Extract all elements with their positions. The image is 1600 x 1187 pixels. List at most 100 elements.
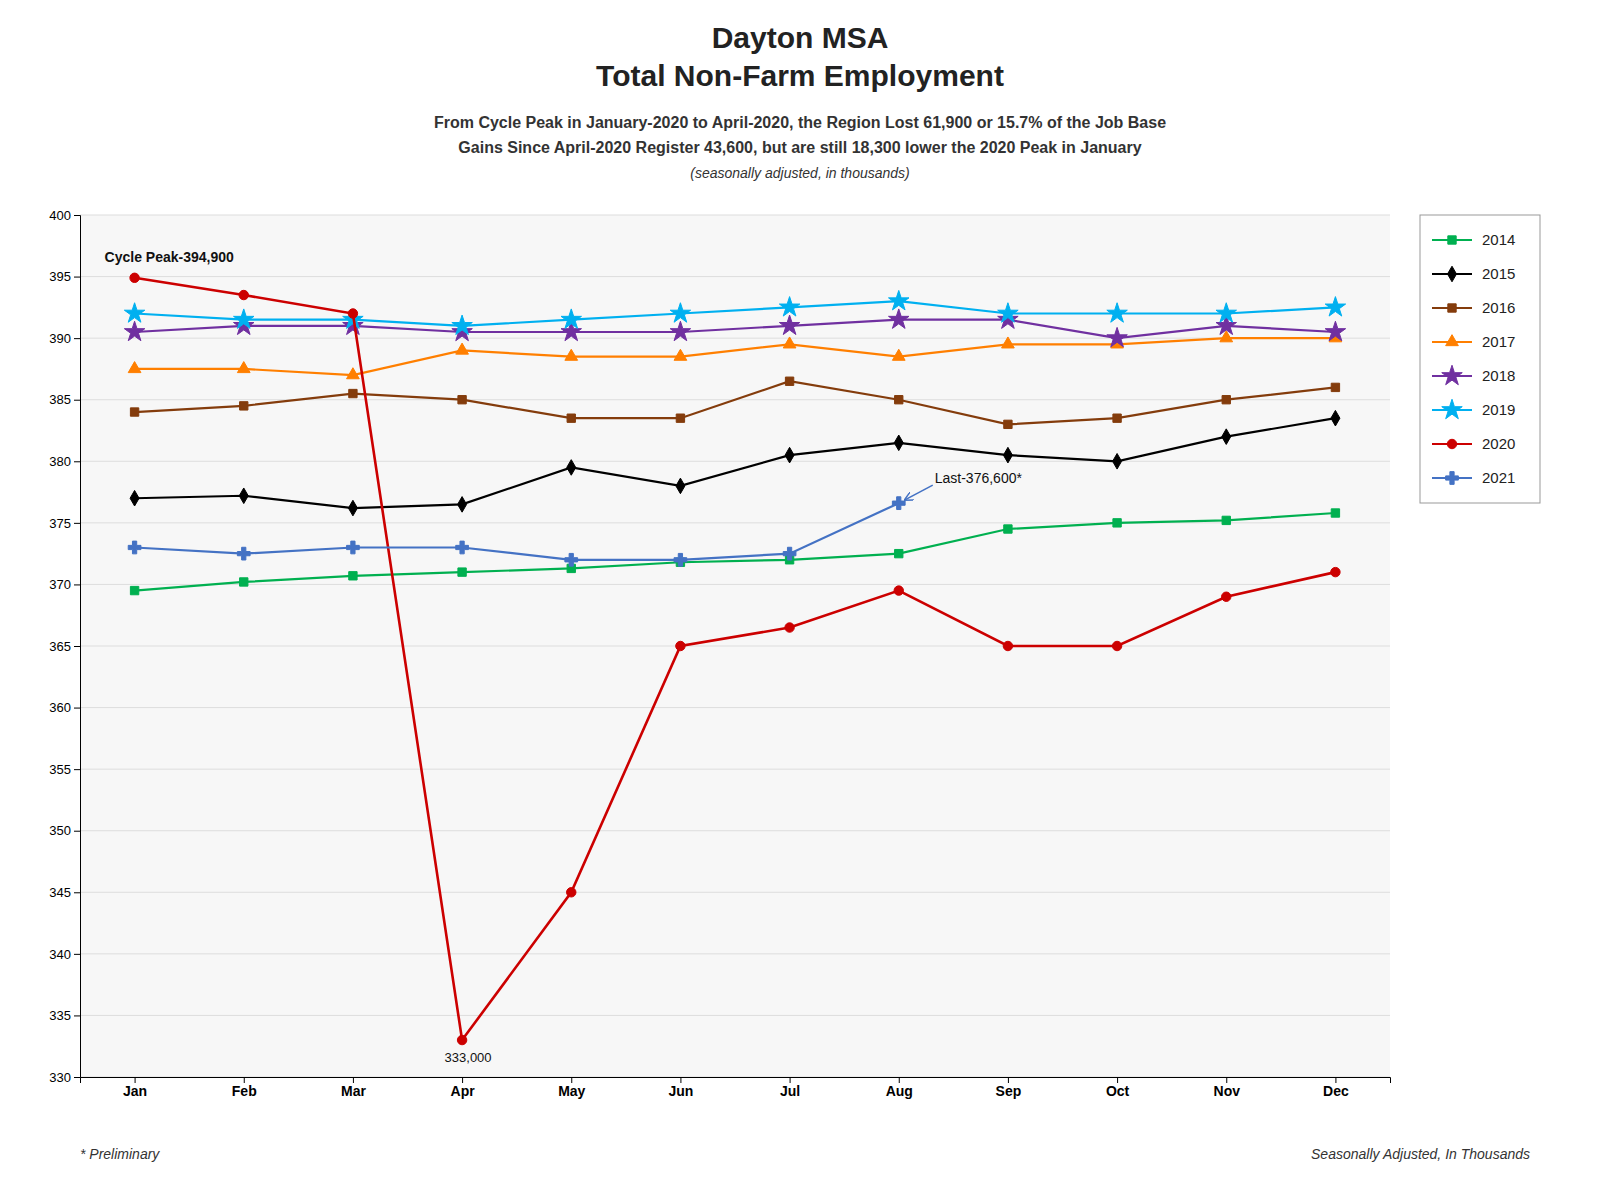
legend-item: 2021: [1432, 469, 1515, 486]
series-marker: [1107, 327, 1127, 346]
series-marker: [785, 447, 794, 463]
x-tick-label: Aug: [886, 1083, 913, 1099]
series-marker: [1331, 567, 1340, 576]
legend-symbol: [1446, 472, 1459, 485]
x-tick: Sep: [996, 1077, 1022, 1099]
series-marker: [1222, 396, 1230, 404]
x-tick-label: Oct: [1106, 1083, 1130, 1099]
legend-label: 2021: [1482, 469, 1515, 486]
plot-area: JanFebMarAprMayJunJulAugSepOctNovDec3303…: [49, 208, 1390, 1099]
y-tick-mark: [74, 338, 80, 339]
series-marker: [779, 315, 799, 334]
annotation: 333,000: [445, 1050, 492, 1065]
series-marker: [1107, 303, 1127, 322]
series-marker: [130, 408, 138, 416]
y-tick-mark: [74, 277, 80, 278]
y-tick: 375: [49, 516, 80, 531]
series-marker: [1003, 447, 1012, 463]
x-tick-label: Dec: [1323, 1083, 1349, 1099]
legend-symbol: [1442, 399, 1462, 418]
x-tick: Oct: [1106, 1077, 1130, 1099]
grid-line: [80, 707, 1390, 708]
series-marker: [567, 414, 575, 422]
legend-symbol: [1446, 335, 1459, 346]
x-axis: JanFebMarAprMayJunJulAugSepOctNovDec: [81, 1077, 1391, 1099]
series-marker: [565, 349, 578, 360]
series-marker: [676, 478, 685, 494]
series-marker: [892, 349, 905, 360]
y-tick-label: 395: [49, 269, 71, 284]
y-tick-mark: [74, 1015, 80, 1016]
subtitle: Gains Since April-2020 Register 43,600, …: [458, 139, 1141, 156]
series-marker: [348, 500, 357, 516]
y-tick-mark: [74, 1077, 80, 1078]
series-marker: [889, 290, 909, 309]
series-marker: [892, 497, 905, 510]
x-tick: Nov: [1214, 1077, 1241, 1099]
grid-line: [80, 522, 1390, 523]
grid-line: [80, 953, 1390, 954]
legend: 20142015201620172018201920202021: [1420, 215, 1540, 503]
series-marker: [1216, 303, 1236, 322]
x-tick: Dec: [1323, 1077, 1349, 1099]
y-tick-label: 385: [49, 392, 71, 407]
legend-box: [1420, 215, 1540, 503]
series-marker: [130, 273, 139, 282]
series-marker: [1222, 516, 1230, 524]
annotation-arrow: [905, 485, 933, 500]
grid-line: [80, 276, 1390, 277]
y-tick: 400: [49, 208, 80, 223]
y-tick: 355: [49, 762, 80, 777]
series-marker: [783, 337, 796, 348]
y-tick: 365: [49, 639, 80, 654]
series-marker: [456, 343, 469, 354]
title: Total Non-Farm Employment: [596, 59, 1004, 92]
series-marker: [567, 460, 576, 476]
x-tick: Aug: [886, 1077, 913, 1099]
series-marker: [456, 541, 469, 554]
grid-line: [80, 338, 1390, 339]
y-axis: 3303353403453503553603653703753803853903…: [49, 208, 80, 1085]
y-tick: 390: [49, 331, 80, 346]
series: [130, 509, 1339, 595]
series-marker: [128, 541, 141, 554]
series-marker: [130, 586, 138, 594]
x-tick-label: Mar: [341, 1083, 366, 1099]
x-tick-label: Feb: [232, 1083, 257, 1099]
series-marker: [349, 572, 357, 580]
y-tick-label: 365: [49, 639, 71, 654]
series-marker: [347, 541, 360, 554]
legend-item: 2020: [1432, 435, 1515, 452]
series-marker: [1331, 383, 1339, 391]
grid-line: [80, 892, 1390, 893]
series-marker: [130, 490, 139, 506]
grid: [80, 215, 1390, 1077]
x-tick-label: Jul: [780, 1083, 800, 1099]
y-tick: 340: [49, 947, 80, 962]
series: [124, 290, 1345, 334]
series-marker: [1325, 321, 1345, 340]
series-line: [135, 513, 1336, 591]
annotations: Cycle Peak-394,900333,000Last-376,600*: [105, 249, 1023, 1065]
series-line: [135, 320, 1336, 338]
grid-line: [80, 215, 1390, 216]
x-tick: Mar: [341, 1077, 366, 1099]
y-tick-label: 390: [49, 331, 71, 346]
x-tick-label: Nov: [1214, 1083, 1241, 1099]
data-layer: [124, 273, 1345, 1045]
series-marker: [567, 888, 576, 897]
y-tick-label: 375: [49, 516, 71, 531]
series: [128, 497, 905, 566]
x-tick: Jul: [780, 1077, 800, 1099]
annotation: Cycle Peak-394,900: [105, 249, 234, 265]
legend-symbol: [1442, 365, 1462, 384]
series: [130, 377, 1339, 428]
series-marker: [779, 297, 799, 316]
series-marker: [895, 396, 903, 404]
y-tick-label: 400: [49, 208, 71, 223]
series-marker: [670, 321, 690, 340]
series-marker: [1222, 592, 1231, 601]
series-line: [135, 301, 1336, 326]
y-tick: 330: [49, 1070, 80, 1085]
legend-symbol: [1447, 439, 1456, 448]
